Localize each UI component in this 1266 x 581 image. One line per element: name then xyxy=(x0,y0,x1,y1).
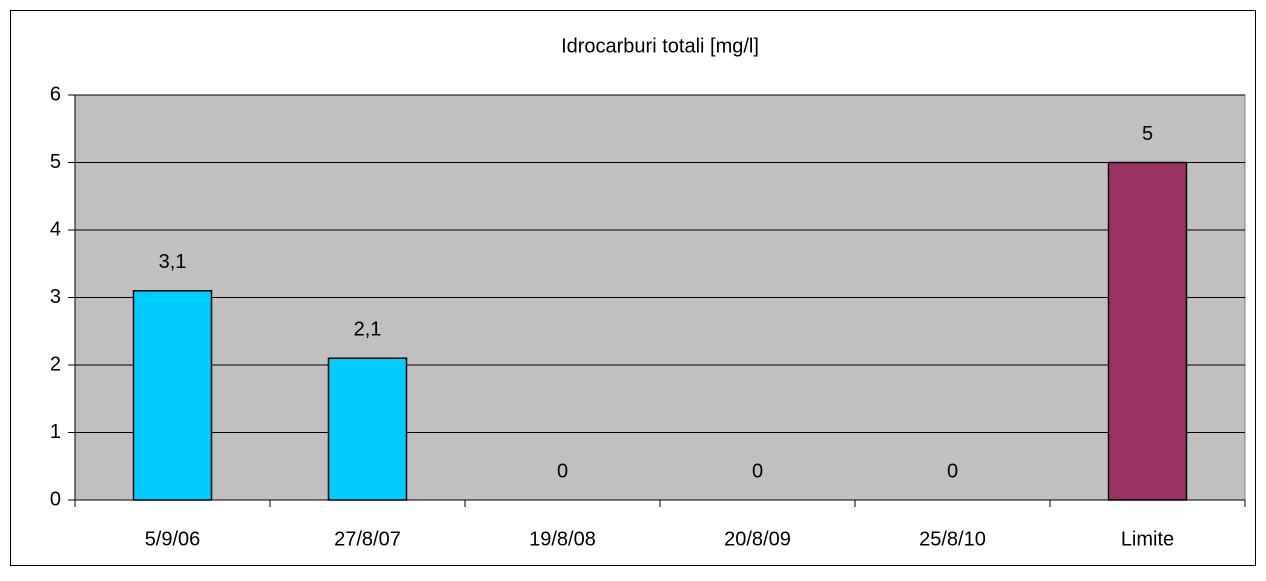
x-tick-label: 20/8/09 xyxy=(724,528,791,550)
x-tick-label: Limite xyxy=(1121,528,1174,550)
value-label: 0 xyxy=(947,460,958,482)
y-tick-label: 6 xyxy=(50,83,61,105)
y-tick-label: 2 xyxy=(50,353,61,375)
y-tick-label: 5 xyxy=(50,151,61,173)
y-tick-label: 0 xyxy=(50,488,61,510)
x-tick-label: 25/8/10 xyxy=(919,528,986,550)
value-label: 3,1 xyxy=(159,251,187,273)
value-label: 0 xyxy=(752,460,763,482)
bar xyxy=(1107,161,1188,501)
y-tick-label: 3 xyxy=(50,286,61,308)
value-label: 2,1 xyxy=(354,319,382,341)
x-tick-label: 19/8/08 xyxy=(529,528,596,550)
chart-title: Idrocarburi totali [mg/l] xyxy=(561,35,759,57)
bar xyxy=(132,290,213,501)
x-tick-label: 5/9/06 xyxy=(145,528,201,550)
x-tick-label: 27/8/07 xyxy=(334,528,401,550)
value-label: 0 xyxy=(557,460,568,482)
y-tick-label: 4 xyxy=(50,218,61,240)
y-tick-label: 1 xyxy=(50,421,61,443)
bar xyxy=(327,357,408,501)
value-label: 5 xyxy=(1142,123,1153,145)
